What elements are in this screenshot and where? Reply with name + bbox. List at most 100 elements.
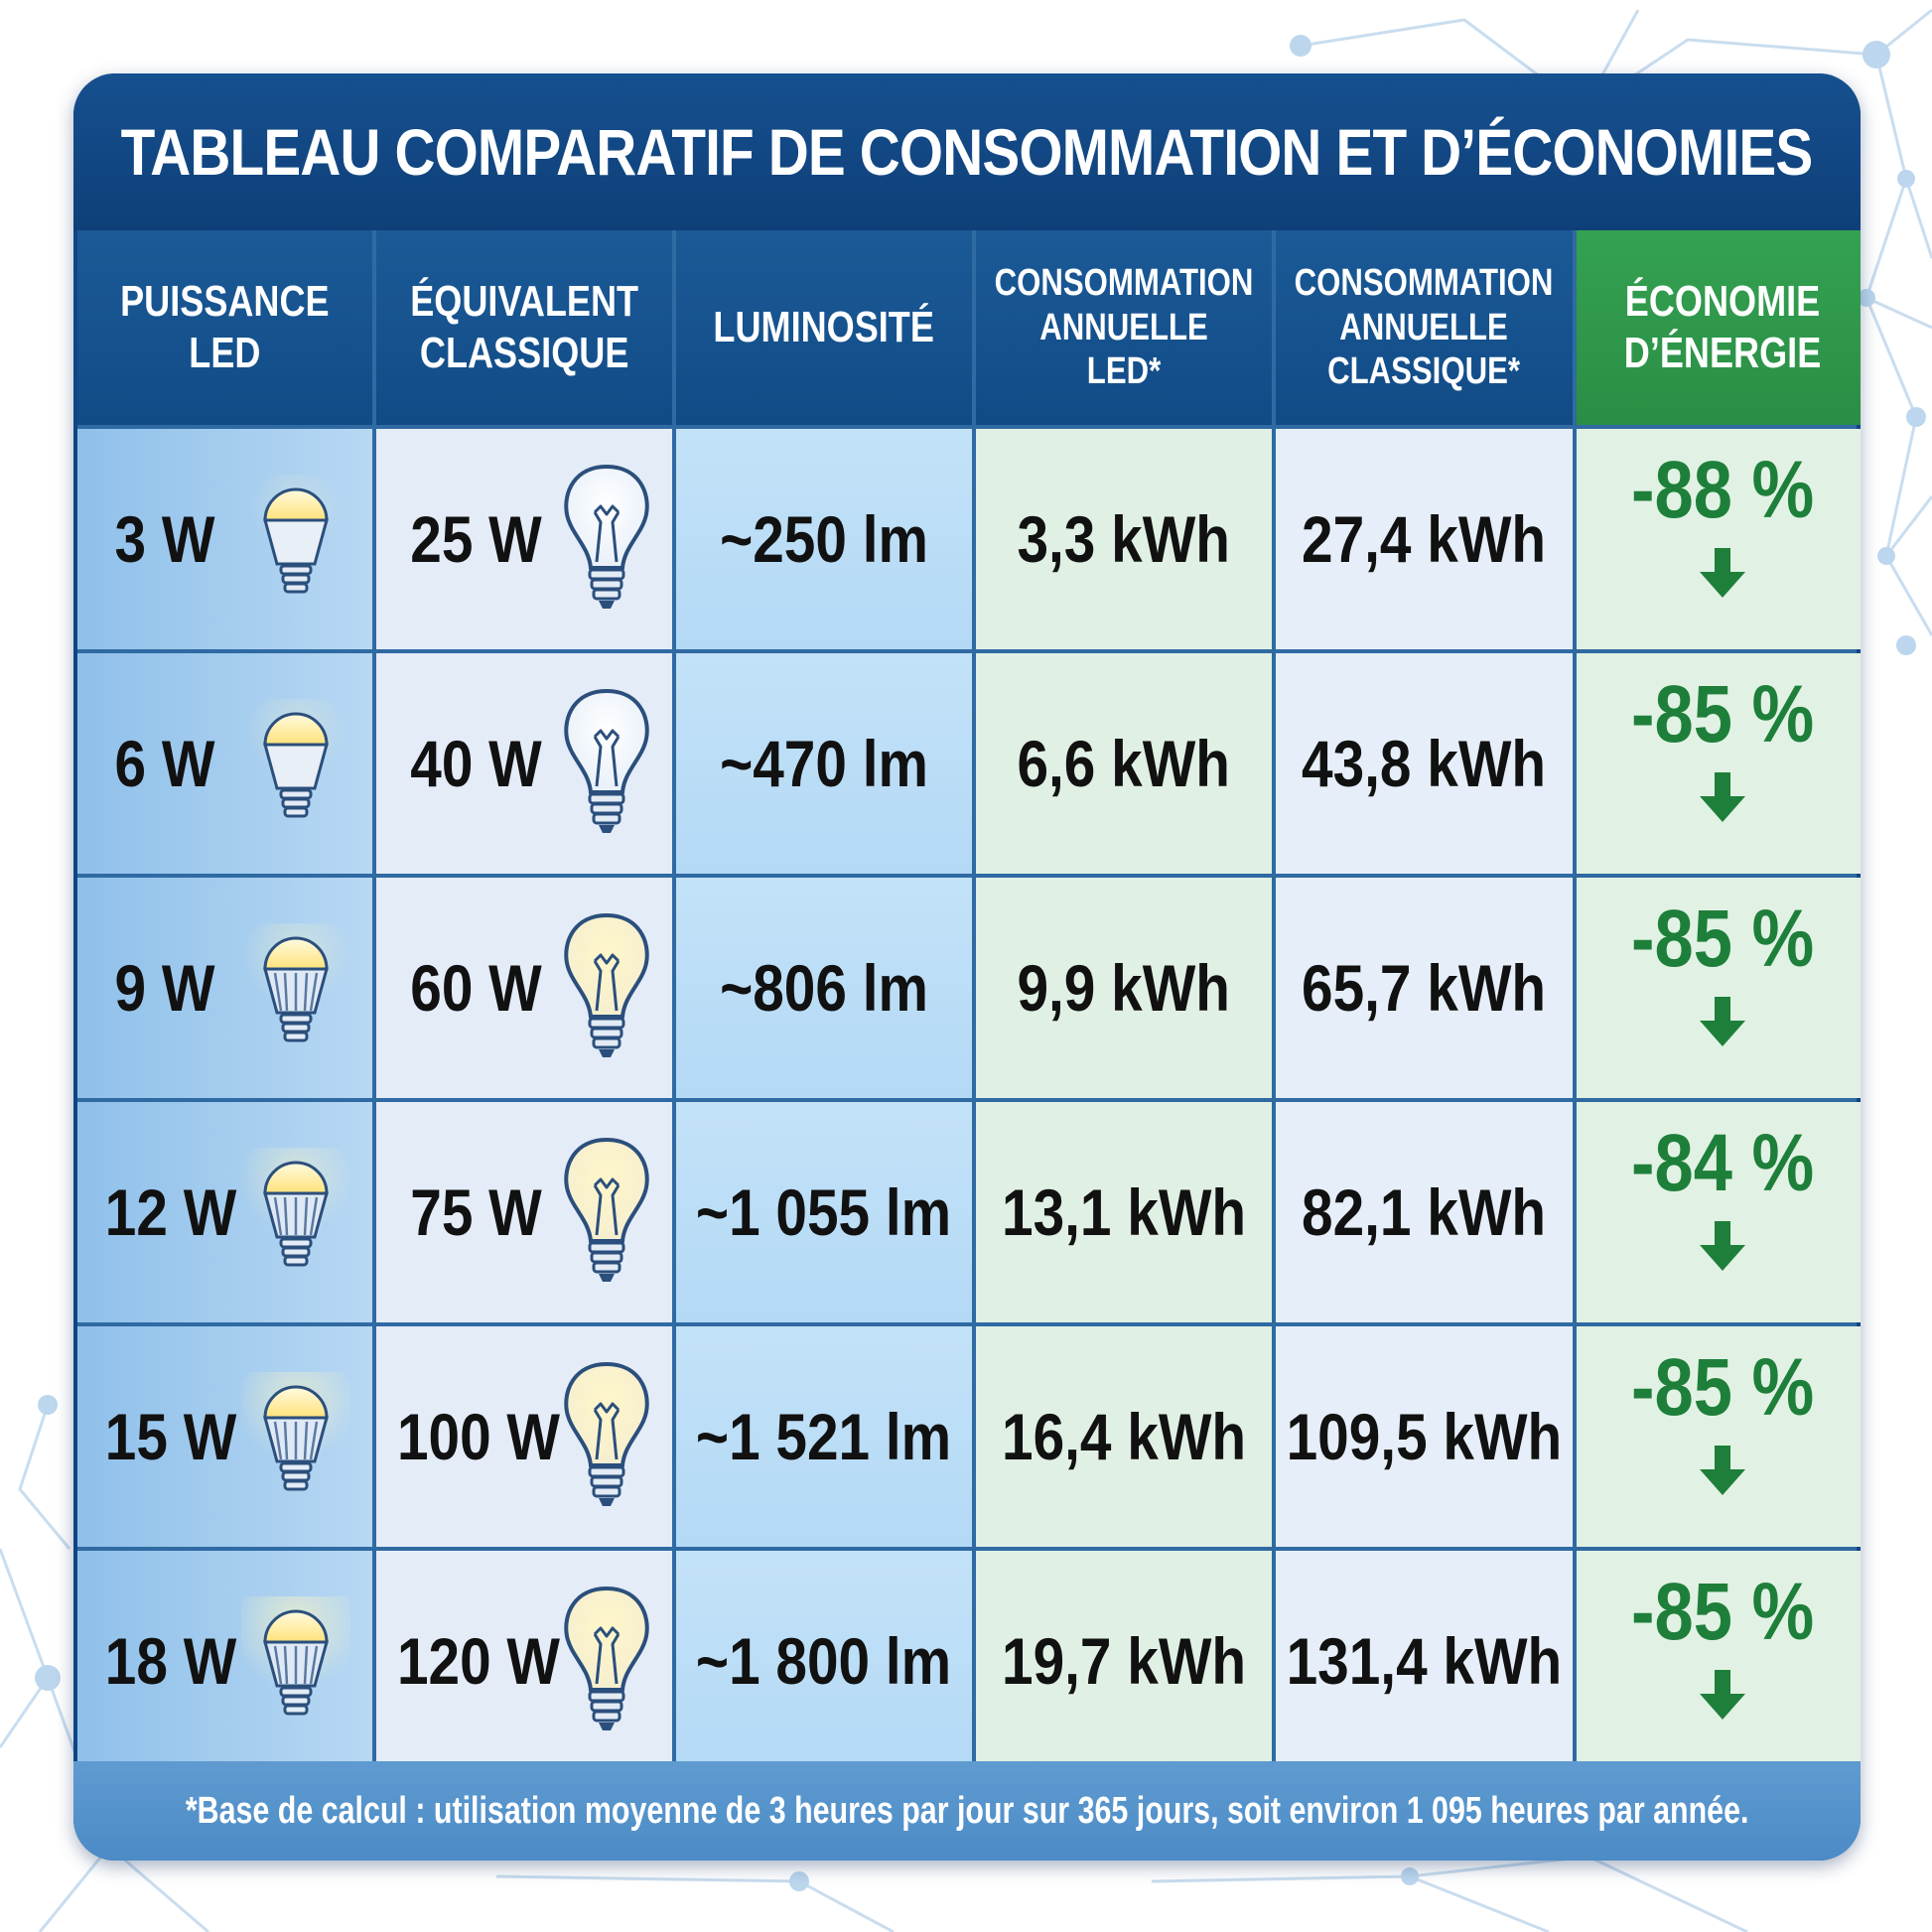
led-bulb-icon [241, 909, 350, 1067]
consumption-classic-cell-text: 43,8 kWh [1302, 727, 1547, 800]
led-power-cell: 18 W [77, 1551, 372, 1771]
classic-equivalent-cell-text: 100 W [396, 1400, 560, 1473]
consumption-led-cell: 16,4 kWh [976, 1326, 1272, 1547]
led-power-cell-text: 12 W [104, 1175, 237, 1249]
classic-equivalent-cell: 100 W [376, 1326, 672, 1547]
led-bulb-icon [241, 469, 350, 619]
led-bulb-icon [238, 1130, 353, 1292]
down-arrow-icon [1696, 1437, 1749, 1512]
header-annual-consumption-classic: CONSOMMATION ANNUELLE CLASSIQUE* [1276, 230, 1573, 425]
classic-equivalent-cell-text: 40 W [410, 727, 542, 800]
classic-equivalent-cell-text: 60 W [410, 951, 542, 1025]
consumption-classic-cell-text: 65,7 kWh [1302, 951, 1547, 1025]
luminosity-cell: ~806 lm [676, 878, 972, 1098]
classic-equivalent-cell-text: 75 W [410, 1175, 542, 1249]
consumption-led-cell-text: 16,4 kWh [1001, 1400, 1247, 1473]
led-bulb-icon [230, 1571, 361, 1740]
savings-percent: -85 % [1630, 894, 1815, 984]
table-title: TABLEAU COMPARATIF DE CONSOMMATION ET D’… [121, 115, 1814, 189]
down-arrow-icon [1696, 539, 1749, 615]
consumption-led-cell: 6,6 kWh [976, 653, 1272, 874]
consumption-led-cell-text: 6,6 kWh [1017, 727, 1231, 800]
savings-percent: -85 % [1630, 1567, 1815, 1657]
led-bulb-icon [241, 689, 350, 843]
header-led-power: PUISSANCE LED [77, 230, 372, 425]
consumption-classic-cell-text: 27,4 kWh [1302, 502, 1547, 576]
energy-savings-cell: -85 % [1577, 878, 1861, 1098]
title-bar: TABLEAU COMPARATIF DE CONSOMMATION ET D’… [73, 73, 1861, 230]
consumption-led-cell: 19,7 kWh [976, 1551, 1272, 1771]
down-arrow-icon [1696, 988, 1749, 1063]
luminosity-cell-text: ~250 lm [720, 502, 928, 576]
header-classic-equivalent: ÉQUIVALENT CLASSIQUE [376, 230, 672, 425]
luminosity-cell: ~470 lm [676, 653, 972, 874]
down-arrow-icon [1696, 763, 1749, 839]
luminosity-cell-text: ~470 lm [720, 727, 928, 800]
classic-equivalent-cell: 75 W [376, 1102, 672, 1322]
incandescent-bulb-icon [557, 1585, 656, 1753]
consumption-classic-cell: 131,4 kWh [1276, 1551, 1573, 1771]
comparison-table: PUISSANCE LED ÉQUIVALENT CLASSIQUE LUMINOS… [77, 230, 1861, 1771]
incandescent-bulb-icon [557, 687, 656, 856]
consumption-classic-cell-text: 109,5 kWh [1286, 1400, 1563, 1473]
led-power-cell-text: 9 W [114, 951, 215, 1025]
consumption-classic-cell: 65,7 kWh [1276, 878, 1573, 1098]
savings-percent: -84 % [1630, 1118, 1815, 1208]
consumption-classic-cell: 27,4 kWh [1276, 429, 1573, 649]
luminosity-cell: ~250 lm [676, 429, 972, 649]
luminosity-cell-text: ~1 521 lm [696, 1400, 952, 1473]
luminosity-cell: ~1 521 lm [676, 1326, 972, 1547]
consumption-led-cell-text: 3,3 kWh [1017, 502, 1231, 576]
led-power-cell: 15 W [77, 1326, 372, 1547]
incandescent-bulb-icon [557, 1136, 656, 1305]
luminosity-cell-text: ~1 800 lm [696, 1624, 952, 1698]
classic-equivalent-cell: 25 W [376, 429, 672, 649]
header-luminosity: LUMINOSITÉ [676, 230, 972, 425]
luminosity-cell: ~1 800 lm [676, 1551, 972, 1771]
consumption-classic-cell-text: 131,4 kWh [1286, 1624, 1563, 1698]
led-power-cell-text: 6 W [114, 727, 215, 800]
savings-percent: -85 % [1630, 669, 1815, 759]
energy-savings-cell: -85 % [1577, 1551, 1861, 1771]
consumption-classic-cell: 109,5 kWh [1276, 1326, 1573, 1547]
down-arrow-icon [1696, 1212, 1749, 1288]
down-arrow-icon [1696, 1661, 1749, 1736]
classic-equivalent-cell-text: 25 W [410, 502, 542, 576]
consumption-led-cell-text: 13,1 kWh [1001, 1175, 1247, 1249]
footnote: *Base de calcul : utilisation moyenne de… [73, 1761, 1861, 1861]
energy-savings-cell: -84 % [1577, 1102, 1861, 1322]
led-power-cell-text: 3 W [114, 502, 215, 576]
incandescent-bulb-icon [557, 911, 656, 1080]
header-annual-consumption-led: CONSOMMATION ANNUELLE LED* [976, 230, 1272, 425]
incandescent-bulb-icon [557, 463, 656, 631]
energy-savings-cell: -88 % [1577, 429, 1861, 649]
consumption-led-cell-text: 9,9 kWh [1017, 951, 1231, 1025]
savings-percent: -85 % [1630, 1342, 1815, 1433]
energy-savings-cell: -85 % [1577, 1326, 1861, 1547]
consumption-classic-cell: 43,8 kWh [1276, 653, 1573, 874]
consumption-classic-cell: 82,1 kWh [1276, 1102, 1573, 1322]
led-power-cell: 3 W [77, 429, 372, 649]
led-power-cell: 12 W [77, 1102, 372, 1322]
led-power-cell-text: 18 W [104, 1624, 237, 1698]
classic-equivalent-cell: 60 W [376, 878, 672, 1098]
incandescent-bulb-icon [557, 1360, 656, 1529]
energy-savings-cell: -85 % [1577, 653, 1861, 874]
savings-percent: -88 % [1630, 445, 1815, 535]
header-energy-savings: ÉCONOMIE D’ÉNERGIE [1577, 230, 1861, 425]
consumption-led-cell-text: 19,7 kWh [1001, 1624, 1247, 1698]
consumption-classic-cell-text: 82,1 kWh [1302, 1175, 1547, 1249]
classic-equivalent-cell: 40 W [376, 653, 672, 874]
led-power-cell: 6 W [77, 653, 372, 874]
led-power-cell-text: 15 W [104, 1400, 237, 1473]
consumption-led-cell: 9,9 kWh [976, 878, 1272, 1098]
classic-equivalent-cell-text: 120 W [396, 1624, 560, 1698]
consumption-led-cell: 13,1 kWh [976, 1102, 1272, 1322]
luminosity-cell: ~1 055 lm [676, 1102, 972, 1322]
comparison-table-card: TABLEAU COMPARATIF DE CONSOMMATION ET D’… [73, 73, 1861, 1861]
led-bulb-icon [234, 1350, 357, 1516]
led-power-cell: 9 W [77, 878, 372, 1098]
consumption-led-cell: 3,3 kWh [976, 429, 1272, 649]
luminosity-cell-text: ~806 lm [720, 951, 928, 1025]
classic-equivalent-cell: 120 W [376, 1551, 672, 1771]
